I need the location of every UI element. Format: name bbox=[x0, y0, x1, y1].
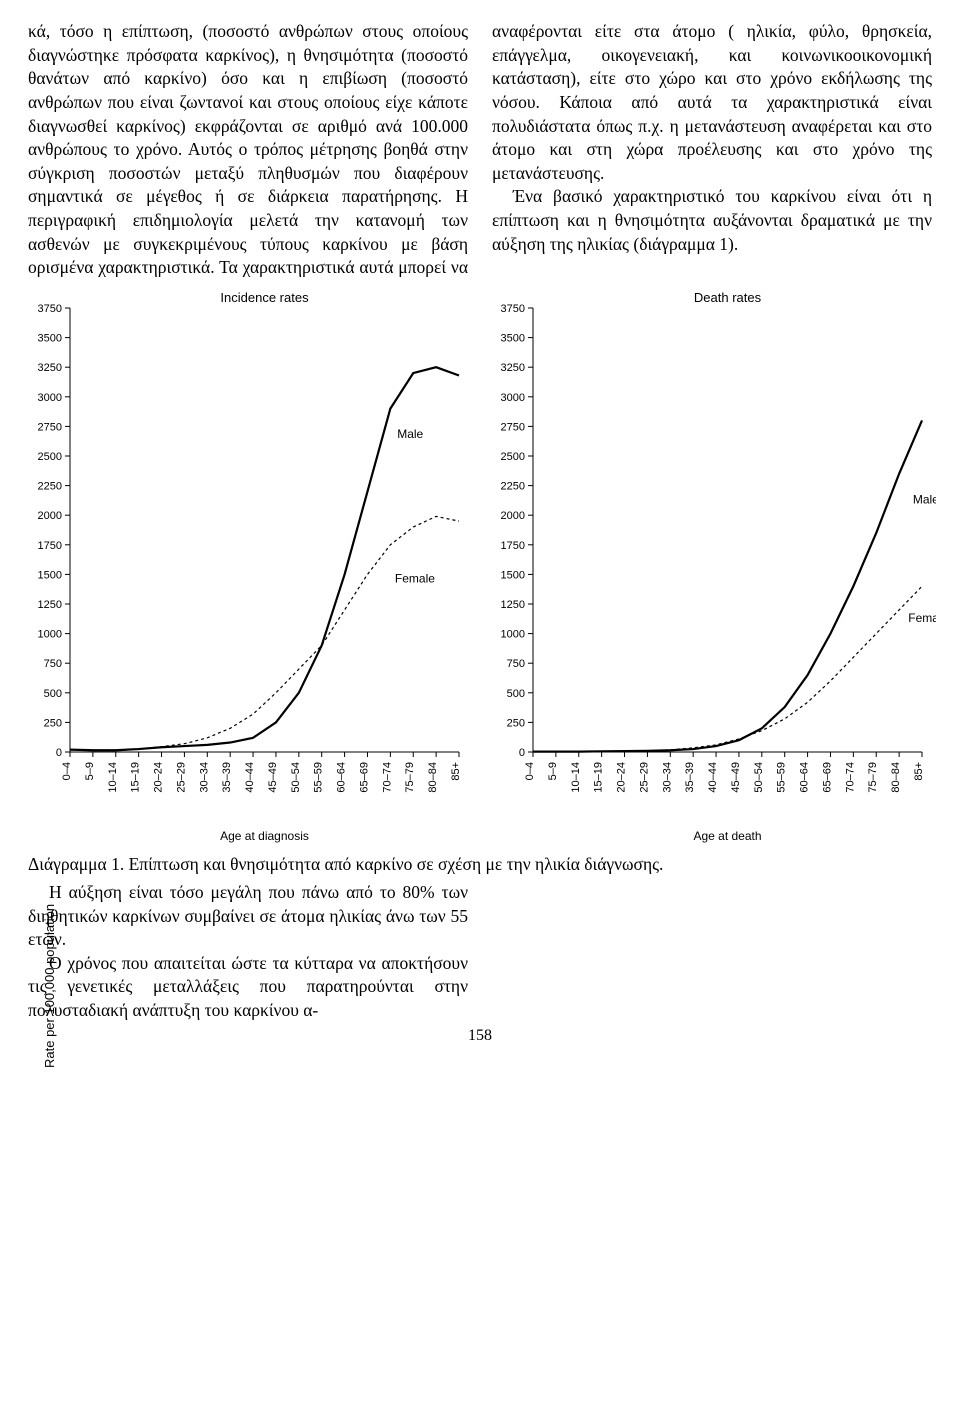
incidence-chart: Incidence rates 0 250 500 750 1000 1250 1500 175… bbox=[18, 288, 473, 848]
svg-text:85+: 85+ bbox=[450, 762, 462, 781]
svg-text:45–49: 45–49 bbox=[267, 762, 279, 793]
svg-text:Female: Female bbox=[908, 611, 936, 625]
svg-text:30–34: 30–34 bbox=[198, 762, 210, 793]
svg-text:85+: 85+ bbox=[913, 762, 925, 781]
svg-text:50–54: 50–54 bbox=[753, 762, 765, 793]
svg-text:15–19: 15–19 bbox=[130, 762, 142, 793]
svg-text:65–69: 65–69 bbox=[821, 762, 833, 793]
svg-text:0: 0 bbox=[519, 747, 525, 759]
svg-text:Female: Female bbox=[395, 572, 435, 586]
svg-text:Male: Male bbox=[397, 427, 423, 441]
svg-text:2000: 2000 bbox=[501, 510, 525, 522]
svg-text:1250: 1250 bbox=[38, 599, 62, 611]
svg-text:45–49: 45–49 bbox=[730, 762, 742, 793]
svg-text:70–74: 70–74 bbox=[844, 762, 856, 793]
svg-text:5–9: 5–9 bbox=[84, 762, 96, 780]
figure-caption: Διάγραμμα 1. Επίπτωση και θνησιμότητα απ… bbox=[28, 854, 932, 875]
svg-text:3000: 3000 bbox=[38, 392, 62, 404]
svg-text:20–24: 20–24 bbox=[153, 762, 165, 793]
svg-text:60–64: 60–64 bbox=[336, 762, 348, 793]
paragraph-top-left: κά, τόσο η επίπτωση, (ποσοστό ανθρώπων σ… bbox=[28, 21, 468, 277]
svg-text:10–14: 10–14 bbox=[570, 762, 582, 793]
svg-text:3500: 3500 bbox=[38, 332, 62, 344]
svg-text:3750: 3750 bbox=[38, 303, 62, 315]
svg-text:1000: 1000 bbox=[501, 628, 525, 640]
svg-text:750: 750 bbox=[44, 658, 62, 670]
death-chart: Death rates 0 250 500 750 1000 1250 1500 1750 200… bbox=[481, 288, 936, 848]
y-axis-label: Rate per 100,000 population bbox=[42, 904, 57, 1068]
svg-text:500: 500 bbox=[44, 688, 62, 700]
svg-text:250: 250 bbox=[44, 717, 62, 729]
svg-text:500: 500 bbox=[507, 688, 525, 700]
body-text-bottom: Η αύξηση είναι τόσο μεγάλη που πάνω από … bbox=[28, 881, 932, 1023]
svg-text:40–44: 40–44 bbox=[244, 762, 256, 793]
page-number: 158 bbox=[28, 1027, 932, 1045]
svg-text:0: 0 bbox=[56, 747, 62, 759]
svg-text:2750: 2750 bbox=[38, 421, 62, 433]
svg-text:25–29: 25–29 bbox=[638, 762, 650, 793]
svg-text:2250: 2250 bbox=[38, 480, 62, 492]
svg-text:750: 750 bbox=[507, 658, 525, 670]
svg-text:1750: 1750 bbox=[501, 540, 525, 552]
svg-text:25–29: 25–29 bbox=[175, 762, 187, 793]
svg-text:80–84: 80–84 bbox=[427, 762, 439, 793]
svg-text:50–54: 50–54 bbox=[290, 762, 302, 793]
svg-text:2500: 2500 bbox=[38, 451, 62, 463]
svg-text:Age at death: Age at death bbox=[693, 829, 761, 843]
paragraph-bottom-left: Η αύξηση είναι τόσο μεγάλη που πάνω από … bbox=[28, 881, 468, 952]
svg-text:60–64: 60–64 bbox=[799, 762, 811, 793]
svg-text:2250: 2250 bbox=[501, 480, 525, 492]
svg-text:35–39: 35–39 bbox=[221, 762, 233, 793]
svg-text:40–44: 40–44 bbox=[707, 762, 719, 793]
svg-text:2000: 2000 bbox=[38, 510, 62, 522]
svg-text:3000: 3000 bbox=[501, 392, 525, 404]
paragraph-bottom-right: Ο χρόνος που απαιτείται ώστε τα κύτταρα … bbox=[28, 952, 468, 1023]
svg-text:2500: 2500 bbox=[501, 451, 525, 463]
svg-text:250: 250 bbox=[507, 717, 525, 729]
svg-text:75–79: 75–79 bbox=[867, 762, 879, 793]
svg-text:1250: 1250 bbox=[501, 599, 525, 611]
svg-text:Incidence rates: Incidence rates bbox=[220, 290, 309, 305]
svg-text:Male: Male bbox=[913, 492, 936, 506]
svg-text:1750: 1750 bbox=[38, 540, 62, 552]
svg-text:70–74: 70–74 bbox=[381, 762, 393, 793]
svg-text:5–9: 5–9 bbox=[547, 762, 559, 780]
svg-text:2750: 2750 bbox=[501, 421, 525, 433]
svg-text:35–39: 35–39 bbox=[684, 762, 696, 793]
svg-text:1000: 1000 bbox=[38, 628, 62, 640]
svg-text:0–4: 0–4 bbox=[61, 762, 73, 780]
svg-text:Death rates: Death rates bbox=[694, 290, 762, 305]
body-text-top: κά, τόσο η επίπτωση, (ποσοστό ανθρώπων σ… bbox=[28, 20, 932, 280]
svg-text:3250: 3250 bbox=[501, 362, 525, 374]
svg-text:55–59: 55–59 bbox=[776, 762, 788, 793]
svg-text:20–24: 20–24 bbox=[616, 762, 628, 793]
svg-text:75–79: 75–79 bbox=[404, 762, 416, 793]
svg-text:3500: 3500 bbox=[501, 332, 525, 344]
svg-text:0–4: 0–4 bbox=[524, 762, 536, 780]
svg-text:1500: 1500 bbox=[38, 569, 62, 581]
svg-text:55–59: 55–59 bbox=[313, 762, 325, 793]
svg-text:15–19: 15–19 bbox=[593, 762, 605, 793]
charts-row: Incidence rates 0 250 500 750 1000 1250 1500 175… bbox=[28, 288, 932, 848]
svg-text:10–14: 10–14 bbox=[107, 762, 119, 793]
svg-text:3250: 3250 bbox=[38, 362, 62, 374]
paragraph-top-right-2: Ένα βασικό χαρακτηριστικό του καρκίνου ε… bbox=[492, 185, 932, 256]
svg-text:3750: 3750 bbox=[501, 303, 525, 315]
svg-text:30–34: 30–34 bbox=[661, 762, 673, 793]
svg-text:80–84: 80–84 bbox=[890, 762, 902, 793]
svg-text:1500: 1500 bbox=[501, 569, 525, 581]
svg-text:65–69: 65–69 bbox=[358, 762, 370, 793]
svg-text:Age at diagnosis: Age at diagnosis bbox=[220, 829, 309, 843]
